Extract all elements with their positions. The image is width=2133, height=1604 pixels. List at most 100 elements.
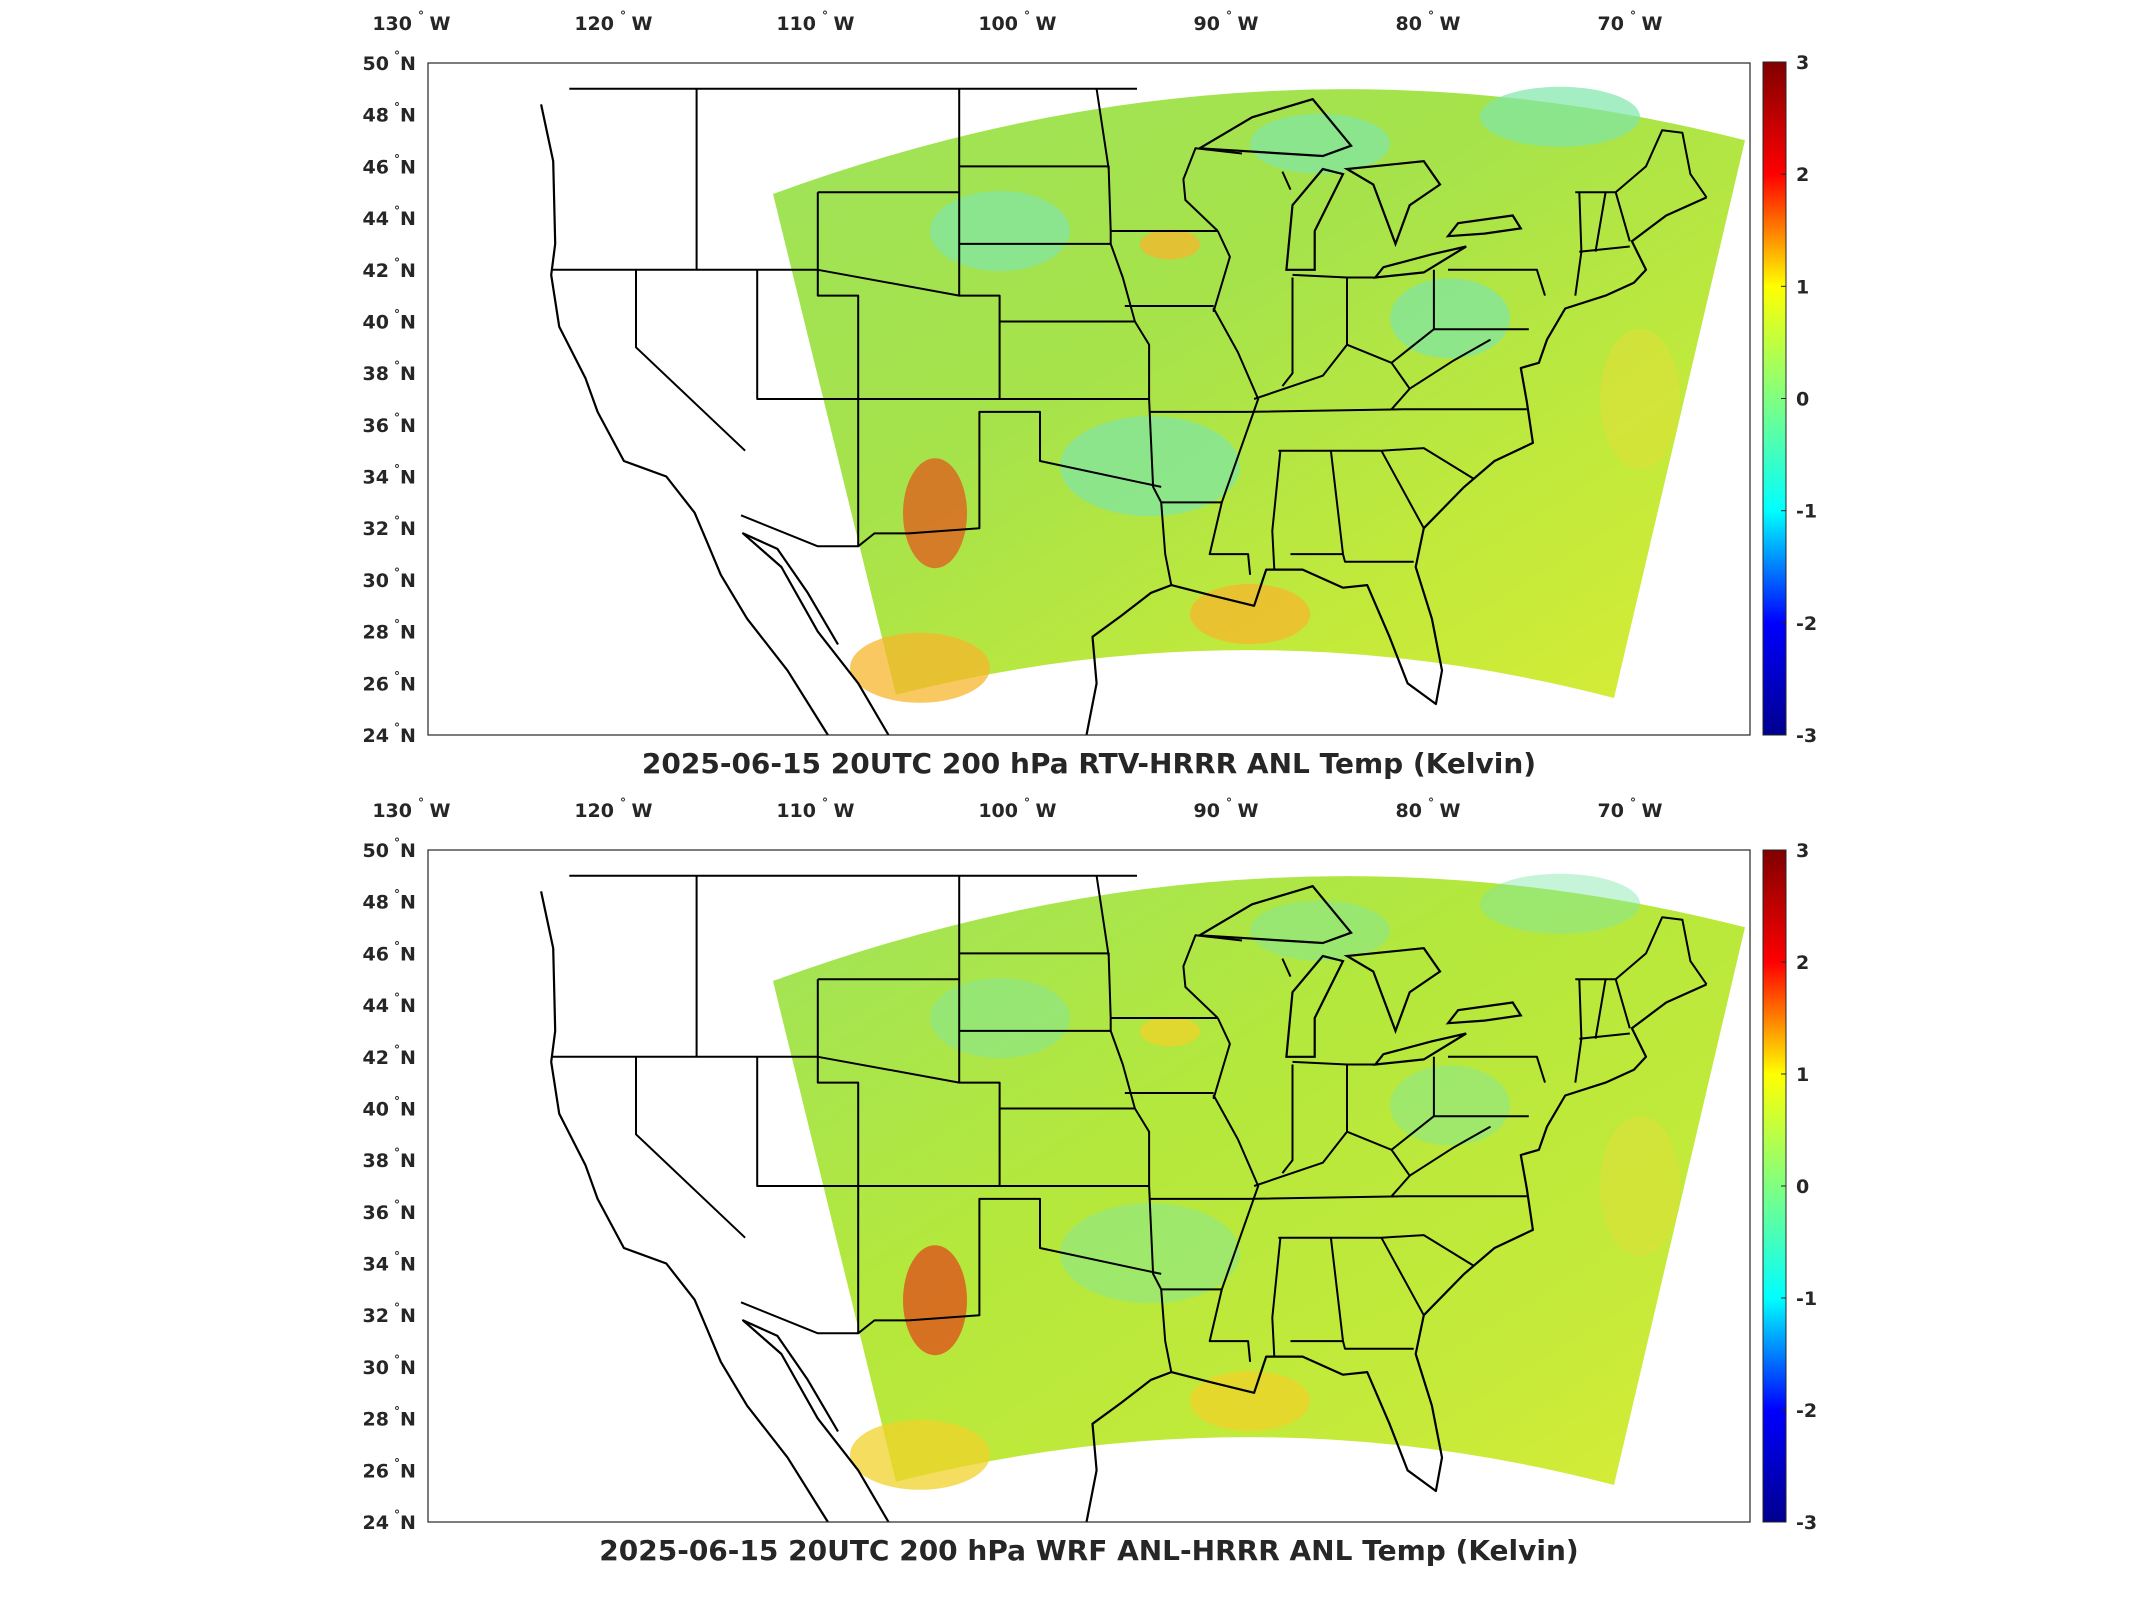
- lat-degree-symbol: °: [394, 1250, 400, 1264]
- cool-anomaly-1: [930, 978, 1070, 1058]
- lat-hemisphere-50: N: [400, 53, 416, 75]
- lon-label-90: 90: [1194, 800, 1220, 822]
- lat-label-30: 30: [363, 1357, 389, 1379]
- colorbar-tick-label: 1: [1796, 1064, 1809, 1086]
- lon-degree-symbol: °: [418, 9, 424, 23]
- lon-degree-symbol: °: [822, 9, 828, 23]
- lon-degree-symbol: °: [1630, 9, 1636, 23]
- lat-degree-symbol: °: [394, 463, 400, 477]
- lat-label-48: 48: [363, 892, 389, 914]
- lat-hemisphere-36: N: [400, 415, 416, 437]
- warm-anomaly-5: [1600, 1116, 1680, 1256]
- lon-hemisphere-70: W: [1642, 13, 1663, 35]
- border-line-6: [817, 191, 1001, 399]
- lat-degree-symbol: °: [394, 1353, 400, 1367]
- colorbar-tick-label: 2: [1796, 952, 1809, 974]
- lat-degree-symbol: °: [394, 1456, 400, 1470]
- border-line-7: [816, 192, 1162, 548]
- colorbar-tick-label: -3: [1796, 1512, 1817, 1534]
- coastline-3: [1085, 196, 1708, 736]
- lat-label-32: 32: [363, 518, 389, 540]
- border-line-33: [1614, 978, 1631, 1029]
- border-line-7: [816, 979, 1162, 1335]
- border-line-24: [1281, 1064, 1294, 1174]
- data-field: [773, 873, 1745, 1490]
- lat-hemisphere-48: N: [400, 892, 416, 914]
- lat-degree-symbol: °: [394, 1508, 400, 1522]
- lat-hemisphere-34: N: [400, 1254, 416, 1276]
- lat-degree-symbol: °: [394, 888, 400, 902]
- lake-outline-2: [1285, 167, 1345, 271]
- lon-hemisphere-130: W: [430, 13, 451, 35]
- lon-degree-symbol: °: [1024, 9, 1030, 23]
- cool-anomaly-3: [1390, 1065, 1510, 1146]
- lat-degree-symbol: °: [394, 359, 400, 373]
- lat-hemisphere-48: N: [400, 105, 416, 127]
- lat-hemisphere-46: N: [400, 943, 416, 965]
- lon-hemisphere-100: W: [1036, 13, 1057, 35]
- cool-anomaly-1: [930, 191, 1070, 271]
- lat-label-28: 28: [363, 1409, 389, 1431]
- lat-label-36: 36: [363, 415, 389, 437]
- colorbar-tick-label: 3: [1796, 840, 1809, 862]
- lat-hemisphere-40: N: [400, 1098, 416, 1120]
- lake-outline-4: [1372, 245, 1467, 279]
- lon-hemisphere-130: W: [430, 800, 451, 822]
- border-line-32: [1594, 192, 1607, 252]
- border-line-19: [1271, 1237, 1282, 1357]
- lat-label-24: 24: [363, 725, 389, 747]
- border-line-31: [1579, 245, 1630, 253]
- lat-label-46: 46: [363, 943, 389, 965]
- lat-degree-symbol: °: [394, 618, 400, 632]
- border-line-33: [1614, 191, 1631, 242]
- cool-anomaly-2: [1250, 900, 1390, 961]
- colorbar-tick-label: 3: [1796, 52, 1809, 74]
- border-line-20: [1278, 447, 1475, 480]
- border-line-36: [1253, 1130, 1411, 1197]
- border-line-36: [1253, 343, 1411, 410]
- colorbar-tick-label: -2: [1796, 613, 1817, 635]
- lon-label-110: 110: [776, 13, 816, 35]
- coastline-2: [742, 1319, 890, 1523]
- lat-label-38: 38: [363, 363, 389, 385]
- lon-degree-symbol: °: [822, 796, 828, 810]
- lat-hemisphere-26: N: [400, 673, 416, 695]
- cool-anomaly-3: [1390, 278, 1510, 359]
- lake-outline-5: [1445, 1001, 1523, 1025]
- lon-degree-symbol: °: [418, 796, 424, 810]
- warm-anomaly-1: [903, 458, 967, 569]
- lat-hemisphere-44: N: [400, 995, 416, 1017]
- lat-hemisphere-42: N: [400, 260, 416, 282]
- lon-label-70: 70: [1598, 13, 1624, 35]
- border-line-31: [1579, 1032, 1630, 1040]
- border-line-23: [1380, 450, 1425, 529]
- lon-hemisphere-110: W: [834, 800, 855, 822]
- warm-anomaly-2: [1140, 229, 1200, 260]
- lon-label-100: 100: [978, 800, 1018, 822]
- lat-label-24: 24: [363, 1512, 389, 1534]
- border-line-38: [1409, 338, 1491, 390]
- lat-hemisphere-50: N: [400, 840, 416, 862]
- lat-hemisphere-36: N: [400, 1202, 416, 1224]
- lat-label-40: 40: [363, 1098, 389, 1120]
- lat-degree-symbol: °: [394, 256, 400, 270]
- lat-degree-symbol: °: [394, 669, 400, 683]
- lake-outline-3: [1343, 160, 1442, 248]
- lat-degree-symbol: °: [394, 1146, 400, 1160]
- border-line-35: [1281, 171, 1292, 191]
- border-line-37: [1390, 1115, 1435, 1151]
- warm-anomaly-3: [850, 1419, 990, 1490]
- cool-anomaly-5: [1480, 873, 1640, 934]
- lake-outline-1: [1195, 97, 1353, 158]
- lat-degree-symbol: °: [394, 1405, 400, 1419]
- lake-outline-1: [1195, 884, 1353, 945]
- lon-hemisphere-120: W: [632, 800, 653, 822]
- lon-degree-symbol: °: [1226, 9, 1232, 23]
- lon-hemisphere-90: W: [1238, 13, 1259, 35]
- border-line-3: [635, 269, 746, 452]
- lat-hemisphere-46: N: [400, 156, 416, 178]
- lat-degree-symbol: °: [394, 1198, 400, 1212]
- border-line-20: [1278, 1234, 1475, 1267]
- lat-hemisphere-38: N: [400, 363, 416, 385]
